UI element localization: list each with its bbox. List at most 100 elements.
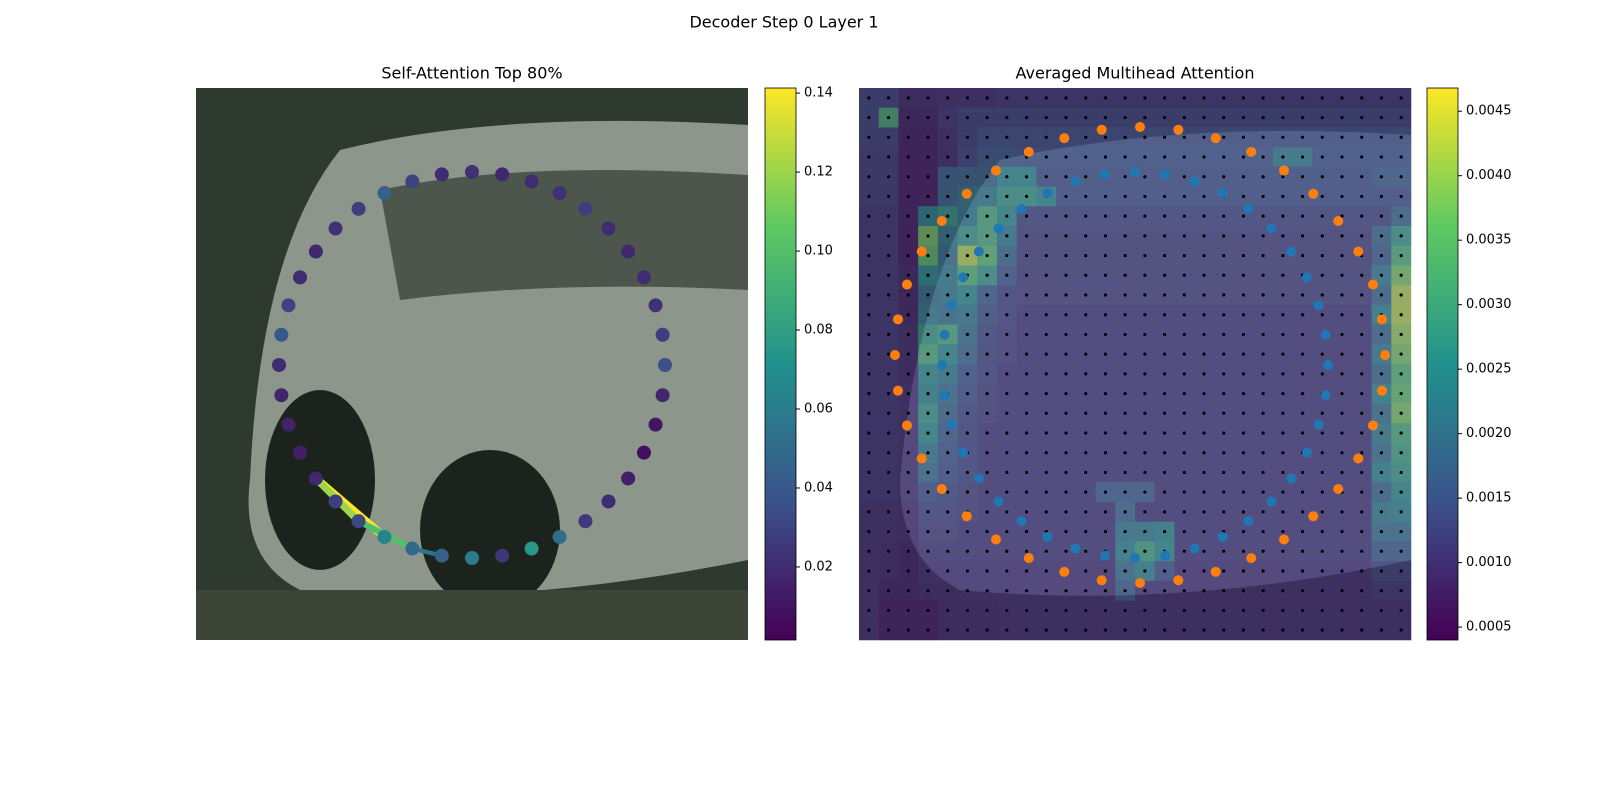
- grid-dot: [867, 293, 871, 297]
- grid-dot: [906, 352, 910, 356]
- grid-dot: [1261, 391, 1265, 396]
- grid-dot: [1241, 234, 1246, 238]
- grid-dot: [985, 332, 989, 337]
- grid-dot: [1281, 431, 1285, 435]
- grid-dot: [1399, 115, 1403, 120]
- grid-dot: [1084, 313, 1088, 317]
- grid-dot: [1044, 135, 1048, 139]
- grid-dot: [946, 608, 950, 613]
- query-point: [1189, 543, 1200, 554]
- grid-dot: [867, 253, 871, 258]
- grid-dot: [1360, 628, 1364, 632]
- grid-dot: [886, 155, 891, 159]
- grid-dot: [926, 115, 930, 120]
- grid-dot: [1143, 589, 1147, 593]
- grid-dot: [1320, 529, 1324, 534]
- grid-dot: [1044, 155, 1048, 159]
- grid-dot: [1300, 549, 1305, 553]
- grid-dot: [1261, 135, 1265, 139]
- grid-dot: [1064, 431, 1068, 435]
- grid-dot: [867, 490, 871, 494]
- grid-dot: [1261, 96, 1265, 100]
- grid-dot: [1084, 470, 1088, 475]
- grid-dot: [946, 451, 950, 455]
- grid-dot: [965, 411, 970, 415]
- grid-dot: [1241, 490, 1246, 494]
- grid-dot: [1044, 628, 1048, 632]
- grid-dot: [1005, 332, 1009, 337]
- grid-dot: [1202, 175, 1206, 179]
- grid-dot: [965, 628, 970, 632]
- grid-dot: [1162, 411, 1167, 415]
- colorbar-tick-label: 0.06: [804, 402, 833, 417]
- grid-dot: [1084, 214, 1088, 218]
- grid-dot: [1005, 273, 1009, 277]
- grid-dot: [1300, 352, 1305, 356]
- grid-dot: [1360, 96, 1364, 100]
- grid-dot: [1143, 569, 1147, 573]
- grid-dot: [867, 313, 871, 317]
- grid-dot: [985, 569, 989, 573]
- reference-point: [916, 246, 927, 257]
- grid-dot: [906, 608, 910, 613]
- grid-dots: [867, 96, 1403, 632]
- reference-point: [1096, 575, 1107, 586]
- grid-dot: [1340, 411, 1344, 415]
- grid-dot: [1005, 194, 1009, 199]
- query-point: [1130, 167, 1140, 177]
- grid-dot: [867, 628, 871, 632]
- grid-dot: [1399, 273, 1403, 277]
- grid-dot: [1261, 175, 1265, 179]
- grid-dot: [926, 96, 930, 100]
- grid-dot: [886, 372, 891, 376]
- grid-dot: [1064, 352, 1068, 356]
- grid-dot: [1360, 273, 1364, 277]
- grid-dot: [906, 234, 910, 238]
- grid-dot: [1202, 313, 1206, 317]
- grid-dot: [1182, 510, 1186, 514]
- query-point: [1070, 176, 1081, 187]
- grid-dot: [1320, 155, 1324, 159]
- grid-dot: [1281, 391, 1285, 396]
- grid-dot: [906, 273, 910, 277]
- grid-dot: [867, 135, 871, 139]
- grid-dot: [906, 411, 910, 415]
- point: [636, 270, 651, 285]
- grid-dot: [1222, 490, 1226, 494]
- grid-dot: [1005, 214, 1009, 218]
- grid-dot: [1320, 96, 1324, 100]
- grid-dot: [1340, 451, 1344, 455]
- grid-dot: [1261, 155, 1265, 159]
- grid-dot: [1123, 529, 1127, 534]
- colorbar-tick-label: 0.0030: [1466, 297, 1512, 312]
- grid-dot: [906, 135, 910, 139]
- reference-point: [936, 215, 947, 226]
- grid-dot: [1222, 549, 1226, 553]
- grid-dot: [1379, 549, 1384, 553]
- grid-dot: [867, 155, 871, 159]
- grid-dot: [1360, 470, 1364, 475]
- grid-dot: [1143, 234, 1147, 238]
- grid-dot: [1222, 253, 1226, 258]
- reference-point: [1210, 133, 1221, 144]
- grid-dot: [965, 214, 970, 218]
- reference-point: [1173, 124, 1184, 135]
- grid-dot: [1084, 431, 1088, 435]
- grid-dot: [1103, 451, 1108, 455]
- grid-dot: [1281, 352, 1285, 356]
- grid-dot: [1281, 293, 1285, 297]
- grid-dot: [1320, 214, 1324, 218]
- grid-dot: [946, 510, 950, 514]
- grid-dot: [1320, 135, 1324, 139]
- grid-dot: [1320, 352, 1324, 356]
- grid-dot: [867, 372, 871, 376]
- grid-dot: [1379, 431, 1384, 435]
- point: [524, 541, 539, 556]
- reference-point: [1308, 188, 1319, 199]
- colorbar-tick-label: 0.10: [804, 244, 833, 259]
- grid-dot: [926, 135, 930, 139]
- grid-dot: [926, 628, 930, 632]
- grid-dot: [1261, 214, 1265, 218]
- grid-dot: [1281, 214, 1285, 218]
- colorbar-tick-label: 0.14: [804, 86, 833, 101]
